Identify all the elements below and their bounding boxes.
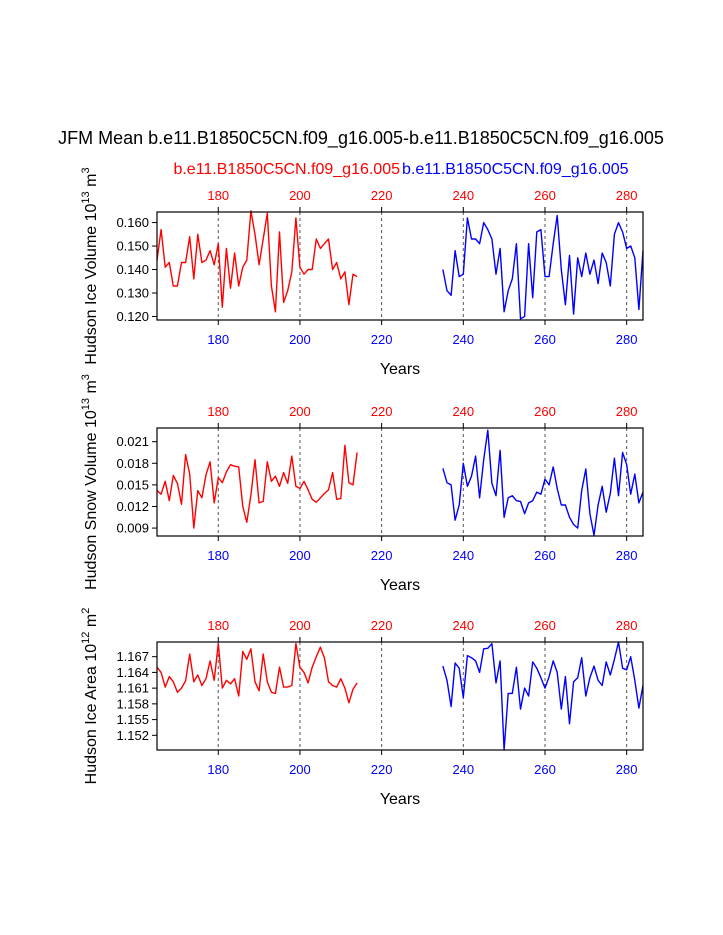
x-tick-label-top: 180 xyxy=(207,188,229,203)
y-tick-label: 0.012 xyxy=(116,499,149,514)
x-tick-label-top: 220 xyxy=(371,618,393,633)
y-tick-label: 1.158 xyxy=(116,696,149,711)
y-tick-label: 1.155 xyxy=(116,712,149,727)
x-tick-label-bottom: 200 xyxy=(289,762,311,777)
series-line-red xyxy=(156,210,358,313)
x-tick-label-bottom: 180 xyxy=(207,332,229,347)
x-tick-label-bottom: 180 xyxy=(207,762,229,777)
x-tick-label-bottom: 220 xyxy=(371,548,393,563)
panels: 0.120 0.130 0.140 0.150 0.160 180 180 200 200 220… xyxy=(80,167,644,808)
x-tick-label-top: 280 xyxy=(616,404,638,419)
x-axis-label: Years xyxy=(380,361,420,378)
y-axis-label: Hudson Ice Area 1012 m2 xyxy=(80,608,100,785)
x-tick-label-top: 200 xyxy=(289,404,311,419)
x-tick-label-top: 260 xyxy=(534,404,556,419)
y-tick-label: 0.021 xyxy=(116,434,149,449)
x-tick-label-bottom: 240 xyxy=(452,762,474,777)
x-tick-label-top: 180 xyxy=(207,404,229,419)
legend-blue: b.e11.B1850C5CN.f09_g16.005 xyxy=(402,161,629,178)
y-tick-label: 0.120 xyxy=(116,309,149,324)
y-tick-label: 0.018 xyxy=(116,456,149,471)
x-tick-label-top: 240 xyxy=(452,188,474,203)
series-line-blue xyxy=(442,214,644,320)
x-tick-label-top: 240 xyxy=(452,618,474,633)
x-tick-label-bottom: 240 xyxy=(452,332,474,347)
x-tick-label-bottom: 260 xyxy=(534,332,556,347)
y-tick-label: 1.152 xyxy=(116,728,149,743)
y-tick-label: 0.150 xyxy=(116,239,149,254)
plot-frame xyxy=(156,641,644,751)
legend-red: b.e11.B1850C5CN.f09_g16.005 xyxy=(173,161,400,178)
y-tick-label: 0.015 xyxy=(116,477,149,492)
y-axis-label: Hudson Ice Volume 1013 m3 xyxy=(80,167,100,364)
x-tick-label-bottom: 280 xyxy=(616,762,638,777)
series-line-blue xyxy=(442,641,644,751)
x-tick-label-bottom: 200 xyxy=(289,332,311,347)
y-tick-label: 0.130 xyxy=(116,286,149,301)
plot-frame xyxy=(156,427,644,537)
series-line-red xyxy=(156,642,358,704)
x-tick-label-bottom: 280 xyxy=(616,332,638,347)
x-tick-label-top: 260 xyxy=(534,618,556,633)
x-axis-label: Years xyxy=(380,791,420,808)
x-tick-label-top: 200 xyxy=(289,188,311,203)
panel-2: 0.009 0.012 0.015 0.018 0.021 180 180 200 200 220… xyxy=(80,374,644,594)
panel-1: 0.120 0.130 0.140 0.150 0.160 180 180 200 200 220… xyxy=(80,167,644,378)
y-tick-label: 0.140 xyxy=(116,262,149,277)
x-tick-label-bottom: 280 xyxy=(616,548,638,563)
y-tick-label: 1.164 xyxy=(116,665,149,680)
x-tick-label-bottom: 220 xyxy=(371,332,393,347)
y-tick-label: 1.161 xyxy=(116,681,149,696)
x-tick-label-bottom: 260 xyxy=(534,762,556,777)
y-tick-label: 0.009 xyxy=(116,521,149,536)
y-tick-label: 1.167 xyxy=(116,649,149,664)
x-tick-label-bottom: 260 xyxy=(534,548,556,563)
x-tick-label-top: 280 xyxy=(616,188,638,203)
x-tick-label-bottom: 180 xyxy=(207,548,229,563)
series-line-blue xyxy=(442,429,644,536)
x-tick-label-bottom: 240 xyxy=(452,548,474,563)
y-axis-label: Hudson Snow Volume 1013 m3 xyxy=(80,374,100,590)
x-tick-label-top: 200 xyxy=(289,618,311,633)
plot-frame xyxy=(156,211,644,321)
x-tick-label-top: 220 xyxy=(371,188,393,203)
x-tick-label-top: 280 xyxy=(616,618,638,633)
figure-title: JFM Mean b.e11.B1850C5CN.f09_g16.005-b.e… xyxy=(58,128,664,149)
x-tick-label-top: 260 xyxy=(534,188,556,203)
x-tick-label-bottom: 200 xyxy=(289,548,311,563)
x-tick-label-top: 180 xyxy=(207,618,229,633)
x-tick-label-top: 240 xyxy=(452,404,474,419)
x-tick-label-bottom: 220 xyxy=(371,762,393,777)
x-tick-label-top: 220 xyxy=(371,404,393,419)
x-axis-label: Years xyxy=(380,577,420,594)
y-tick-label: 0.160 xyxy=(116,215,149,230)
series-line-red xyxy=(156,444,358,529)
